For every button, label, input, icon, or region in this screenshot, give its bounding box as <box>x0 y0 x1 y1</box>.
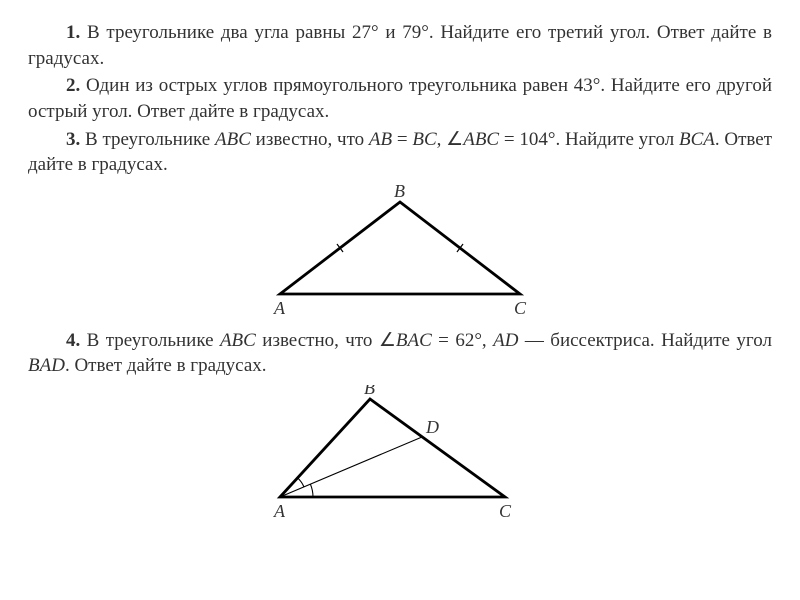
svg-text:C: C <box>499 501 512 521</box>
problem-3: 3. В треугольнике ABC известно, что AB =… <box>28 127 772 178</box>
svg-text:A: A <box>273 501 286 521</box>
problem-4-angle2: BAD <box>28 355 65 376</box>
problem-3-text-b: известно, что <box>251 129 369 150</box>
problem-3-triangle: ABC <box>215 129 251 150</box>
problem-3-text-d: = 104°. Найдите угол <box>499 129 679 150</box>
problem-4-angle1: BAC <box>396 330 432 351</box>
problem-3-angle2: BCA <box>679 129 715 150</box>
svg-text:B: B <box>364 385 375 398</box>
problem-3-eq-eq: = <box>392 129 412 150</box>
problem-4-triangle: ABC <box>220 330 256 351</box>
problem-1-text: В треугольнике два угла равны 27° и 79°.… <box>28 22 772 69</box>
problem-4-number: 4. <box>66 330 80 351</box>
svg-text:B: B <box>394 184 405 201</box>
figure-2: B D A C <box>28 385 772 525</box>
problem-2-number: 2. <box>66 75 80 96</box>
problem-4: 4. В треугольнике ABC известно, что ∠BAC… <box>28 328 772 379</box>
problem-1: 1. В треугольнике два угла равны 27° и 7… <box>28 20 772 71</box>
problem-4-segment: AD <box>493 330 518 351</box>
problem-3-angle1: ABC <box>463 129 499 150</box>
svg-text:D: D <box>425 417 439 437</box>
problem-3-text-a: В треугольнике <box>80 129 215 150</box>
problem-2-text: Один из острых углов прямоугольного треу… <box>28 75 772 122</box>
problem-3-eq-rhs: BC <box>412 129 436 150</box>
problem-3-number: 3. <box>66 129 80 150</box>
figure-1-svg: B A C <box>250 184 550 324</box>
figure-1: B A C <box>28 184 772 324</box>
problem-4-text-a: В треугольнике <box>80 330 220 351</box>
problem-4-text-b: известно, что ∠ <box>256 330 396 351</box>
problem-3-eq-lhs: AB <box>369 129 392 150</box>
problem-4-text-e: . Ответ дайте в градусах. <box>65 355 267 376</box>
problem-4-text-c: = 62°, <box>432 330 493 351</box>
problem-4-text-d: — биссектриса. Найдите угол <box>518 330 772 351</box>
problem-3-text-c: , ∠ <box>437 129 464 150</box>
svg-text:A: A <box>273 298 286 318</box>
figure-2-svg: B D A C <box>250 385 550 525</box>
problem-1-number: 1. <box>66 22 80 43</box>
page: 1. В треугольнике два угла равны 27° и 7… <box>0 0 800 549</box>
problem-2: 2. Один из острых углов прямоугольного т… <box>28 73 772 124</box>
svg-text:C: C <box>514 298 527 318</box>
